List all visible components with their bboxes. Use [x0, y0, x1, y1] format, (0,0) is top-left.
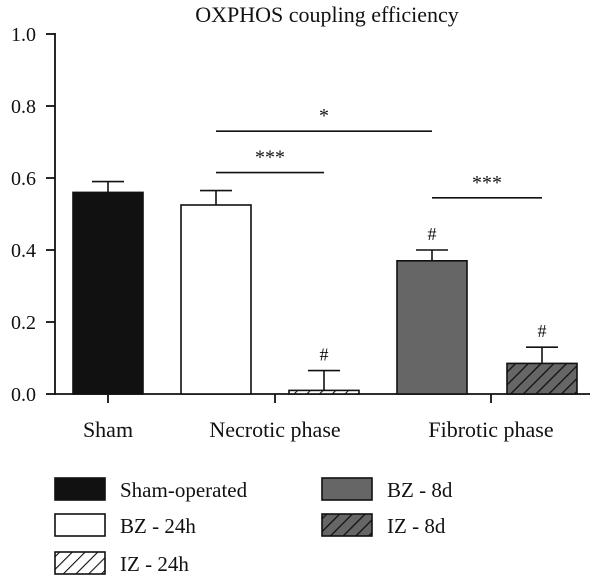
y-tick-label: 0.0 — [11, 384, 36, 406]
y-tick-label: 1.0 — [11, 24, 36, 46]
legend-swatch — [321, 513, 373, 537]
bar — [396, 259, 468, 395]
bar — [72, 191, 144, 395]
y-tick-label: 0.8 — [11, 96, 36, 118]
significance-label: *** — [255, 147, 285, 169]
x-tick-label: Sham — [83, 417, 133, 442]
y-axis: 0.0 0.2 0.4 0.6 0.8 1.0 — [11, 24, 56, 406]
significance-label: * — [319, 105, 329, 127]
y-tick-label: 0.6 — [11, 168, 36, 190]
chart-title: OXPHOS coupling efficiency — [195, 2, 459, 27]
legend-swatch — [54, 551, 106, 575]
bar-annotation: # — [320, 345, 329, 365]
y-tick-label: 0.4 — [11, 240, 36, 262]
legend-label: IZ - 8d — [387, 514, 446, 538]
bar — [288, 389, 360, 395]
bars: # # # — [72, 180, 578, 395]
legend-label: BZ - 8d — [387, 478, 453, 502]
bar-annotation: # — [538, 321, 547, 341]
legend-swatch — [54, 477, 106, 501]
legend-label: Sham-operated — [120, 478, 248, 502]
legend-swatch — [54, 513, 106, 537]
bar — [506, 362, 578, 395]
bar — [180, 204, 252, 395]
legend: Sham-operated BZ - 8d BZ - 24h IZ - 8d IZ - … — [54, 477, 453, 576]
bar-annotation: # — [428, 224, 437, 244]
x-axis: Sham Necrotic phase Fibrotic phase — [55, 393, 590, 442]
legend-label: BZ - 24h — [120, 514, 196, 538]
x-tick-label: Necrotic phase — [209, 417, 340, 442]
x-tick-label: Fibrotic phase — [428, 417, 553, 442]
significance-markers: ******* — [216, 105, 542, 199]
legend-swatch — [321, 477, 373, 501]
legend-label: IZ - 24h — [120, 552, 189, 576]
significance-label: *** — [472, 172, 502, 194]
y-tick-label: 0.2 — [11, 312, 36, 334]
